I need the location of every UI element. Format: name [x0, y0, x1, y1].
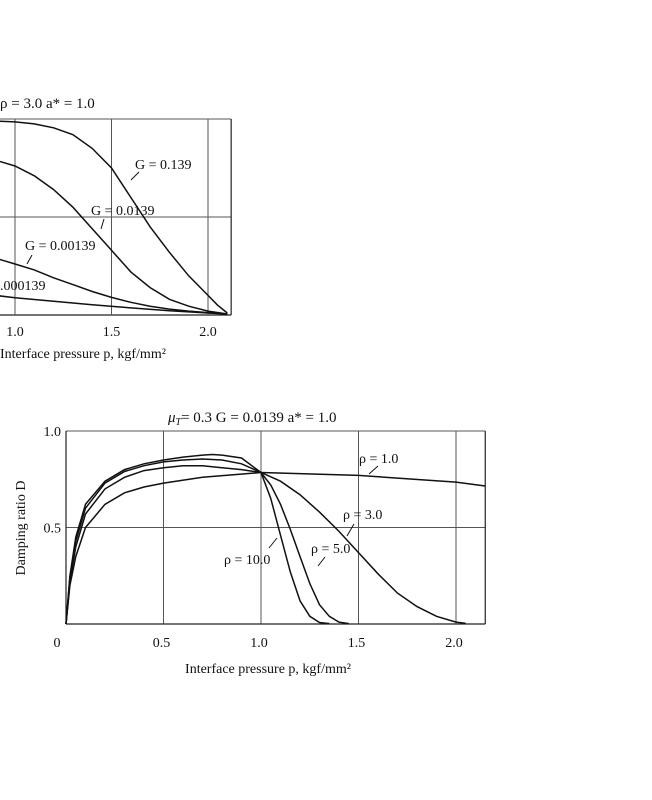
- bottom-chart-curves: [65, 453, 486, 625]
- top-chart-x-axis-label: Interface pressure p, kgf/mm²: [0, 347, 166, 362]
- bottom-chart: 0 0.5 1.0 1.5 2.0 0.5 1.0 μT= 0.3 G = 0.0139 …: [14, 410, 486, 677]
- top-x-tick-label: 2.0: [199, 325, 217, 340]
- top-series-arrow-g-000139: [26, 254, 33, 265]
- bottom-series-label-rho-10: ρ = 10.0: [224, 553, 270, 568]
- bottom-x-tick-label: 2.0: [445, 636, 463, 651]
- top-series-line-000139: [0, 295, 228, 315]
- bottom-x-tick-label: 0.5: [153, 636, 171, 651]
- top-x-tick-label: 1.0: [6, 325, 24, 340]
- bottom-chart-x-ticks: 0 0.5 1.0 1.5 2.0: [54, 636, 463, 651]
- bottom-x-tick-label: 1.5: [348, 636, 366, 651]
- bottom-series-arrow-rho-10: [268, 537, 278, 549]
- top-series-label-g-0000139: .000139: [0, 279, 46, 294]
- top-series-label-g-0139: G = 0.139: [135, 158, 192, 173]
- bottom-y-tick-label: 1.0: [44, 425, 62, 440]
- bottom-x-tick-label: 1.0: [250, 636, 268, 651]
- bottom-chart-x-axis-label: Interface pressure p, kgf/mm²: [185, 662, 351, 677]
- top-chart-x-ticks: 1.0 1.5 2.0: [6, 325, 217, 340]
- bottom-chart-y-axis-label: Damping ratio D: [14, 481, 29, 576]
- bottom-chart-grid: [65, 430, 486, 625]
- bottom-chart-title: μT= 0.3 G = 0.0139 a* = 1.0: [167, 410, 336, 428]
- top-x-tick-label: 1.5: [103, 325, 121, 340]
- bottom-title-mu-subscript: T: [176, 417, 183, 428]
- bottom-series-label-rho-1: ρ = 1.0: [359, 452, 398, 467]
- top-series-label-g-00139: G = 0.0139: [91, 204, 155, 219]
- bottom-title-mu: μ: [167, 410, 176, 426]
- bottom-series-label-rho-3: ρ = 3.0: [343, 508, 382, 523]
- top-series-line-g-0-139: [0, 120, 228, 314]
- top-chart: 1.0 1.5 2.0 ρ = 3.0 a* = 1.0 Interface pre…: [0, 96, 232, 362]
- bottom-series-line-10-0: [65, 453, 330, 625]
- bottom-series-line-1-0: [65, 471, 486, 625]
- bottom-series-label-rho-5: ρ = 5.0: [311, 542, 350, 557]
- bottom-y-tick-label: 0.5: [44, 522, 62, 537]
- bottom-series-line-5-0: [65, 458, 349, 625]
- top-series-label-g-000139: G = 0.00139: [25, 239, 96, 254]
- top-chart-title: ρ = 3.0 a* = 1.0: [0, 96, 95, 112]
- top-series-line-g-0-0139: [0, 160, 228, 315]
- bottom-title-rest: = 0.3 G = 0.0139 a* = 1.0: [181, 410, 336, 426]
- top-chart-curves: [0, 120, 228, 315]
- bottom-series-arrow-rho-1: [368, 465, 379, 475]
- bottom-series-arrow-rho-5: [317, 556, 326, 567]
- bottom-series-line-3-0: [65, 464, 466, 625]
- bottom-chart-y-ticks: 0.5 1.0: [44, 425, 62, 537]
- top-chart-grid: [0, 118, 232, 316]
- bottom-x-tick-label: 0: [54, 636, 61, 651]
- top-series-arrow-g-0139: [130, 171, 140, 181]
- bottom-series-arrow-rho-3: [346, 523, 355, 537]
- top-series-arrow-g-00139: [100, 218, 105, 230]
